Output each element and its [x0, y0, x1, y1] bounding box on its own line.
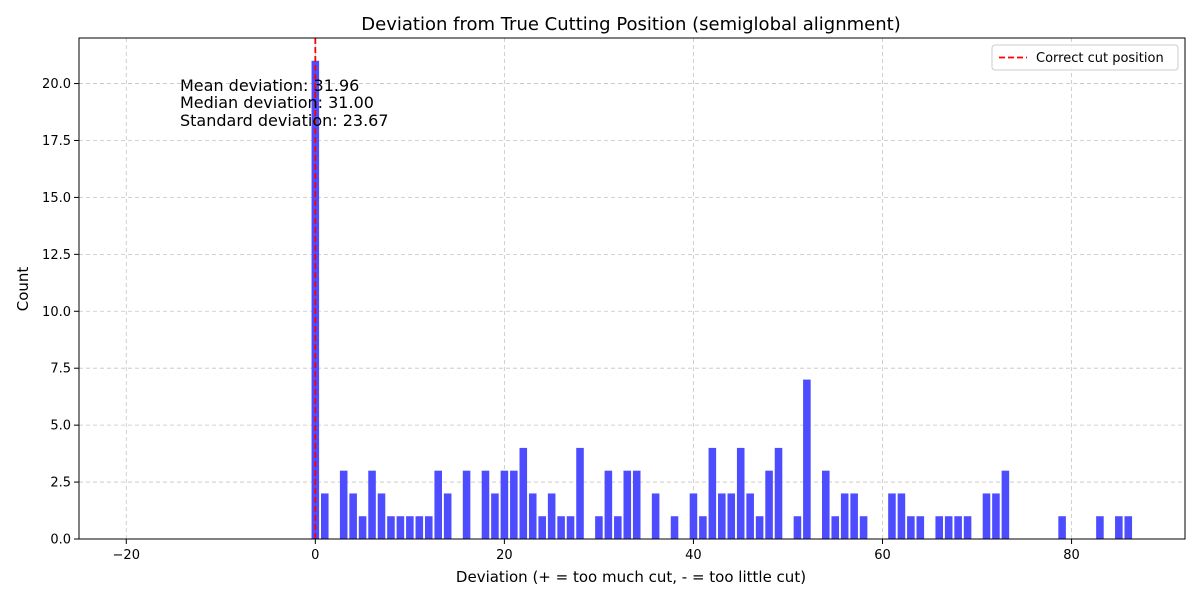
- bar: [358, 516, 367, 539]
- x-tick-label: 20: [496, 548, 513, 563]
- x-axis-label: Deviation (+ = too much cut, - = too lit…: [456, 568, 806, 586]
- bar: [982, 493, 991, 539]
- bar: [415, 516, 424, 539]
- bar: [708, 447, 717, 539]
- bar: [538, 516, 546, 539]
- bar: [746, 493, 754, 539]
- bar: [765, 470, 773, 539]
- x-tick-label: 0: [311, 548, 319, 563]
- bar: [424, 516, 433, 539]
- y-tick-label: 20.0: [42, 77, 71, 92]
- bar: [434, 470, 442, 539]
- y-tick-label: 7.5: [50, 362, 71, 377]
- bar: [803, 379, 811, 539]
- grid: [79, 38, 1185, 540]
- bar: [443, 493, 452, 539]
- bar: [491, 493, 499, 539]
- bar: [793, 516, 802, 539]
- bar: [1001, 470, 1010, 539]
- bar: [888, 493, 896, 539]
- y-axis-label: Count: [14, 267, 32, 312]
- bar: [387, 516, 395, 539]
- mean-deviation-text: Mean deviation: 31.96: [180, 76, 359, 95]
- chart-title: Deviation from True Cutting Position (se…: [361, 14, 900, 35]
- bar: [623, 470, 632, 539]
- y-axis: 0.0 2.5 5.0 7.5 10.0 12.5 15.0 17.5 20.0: [42, 77, 79, 548]
- plot-frame: [78, 37, 1186, 540]
- bar: [500, 470, 509, 539]
- bar: [396, 516, 405, 539]
- legend-box: [991, 44, 1179, 71]
- bar: [736, 447, 745, 539]
- bar: [320, 493, 329, 539]
- bar: [670, 516, 679, 539]
- std-deviation-text: Standard deviation: 23.67: [180, 111, 389, 130]
- x-tick-label: 60: [874, 548, 891, 563]
- y-tick-label: 10.0: [42, 305, 71, 320]
- bar: [954, 516, 962, 539]
- bar: [755, 516, 764, 539]
- bar: [557, 516, 565, 539]
- y-tick-label: 15.0: [42, 191, 71, 206]
- bar: [718, 493, 726, 539]
- y-tick-label: 0.0: [50, 533, 71, 548]
- bar: [566, 516, 575, 539]
- bar: [944, 516, 953, 539]
- bar: [822, 470, 830, 539]
- bar: [1115, 516, 1123, 539]
- bar: [576, 447, 584, 539]
- median-deviation-text: Median deviation: 31.00: [180, 93, 374, 112]
- bar: [339, 470, 348, 539]
- bar: [727, 493, 736, 539]
- bar: [528, 493, 537, 539]
- bar: [992, 493, 1000, 539]
- x-tick-label: 40: [685, 548, 702, 563]
- x-axis: −20 0 20 40 60 80: [113, 539, 1080, 563]
- bars: [311, 60, 1133, 539]
- bar: [651, 493, 660, 539]
- bar: [859, 516, 868, 539]
- bar: [519, 447, 528, 539]
- bar: [689, 493, 698, 539]
- y-tick-label: 12.5: [42, 248, 71, 263]
- bar: [462, 470, 471, 539]
- bar: [595, 516, 603, 539]
- bar: [907, 516, 915, 539]
- bar: [897, 493, 906, 539]
- bar: [840, 493, 849, 539]
- bar: [831, 516, 840, 539]
- bar: [481, 470, 490, 539]
- y-tick-label: 17.5: [42, 134, 71, 149]
- y-tick-label: 5.0: [50, 419, 71, 434]
- legend: Correct cut position: [991, 44, 1179, 71]
- bar: [935, 516, 944, 539]
- bar: [916, 516, 925, 539]
- y-tick-label: 2.5: [50, 476, 71, 491]
- x-tick-label: 80: [1063, 548, 1080, 563]
- bar: [349, 493, 357, 539]
- bar: [1058, 516, 1066, 539]
- bar: [1096, 516, 1104, 539]
- bar: [406, 516, 414, 539]
- bar: [510, 470, 518, 539]
- bar: [850, 493, 858, 539]
- stats-annotation: Mean deviation: 31.96 Median deviation: …: [180, 76, 389, 130]
- bar: [377, 493, 386, 539]
- bar: [963, 516, 972, 539]
- bar: [1124, 516, 1133, 539]
- bar: [547, 493, 556, 539]
- bar: [614, 516, 622, 539]
- bar: [632, 470, 641, 539]
- bar: [368, 470, 376, 539]
- x-tick-label: −20: [113, 548, 140, 563]
- bar: [699, 516, 707, 539]
- legend-entry-label: Correct cut position: [1036, 51, 1164, 66]
- bar: [604, 470, 613, 539]
- bar: [774, 447, 783, 539]
